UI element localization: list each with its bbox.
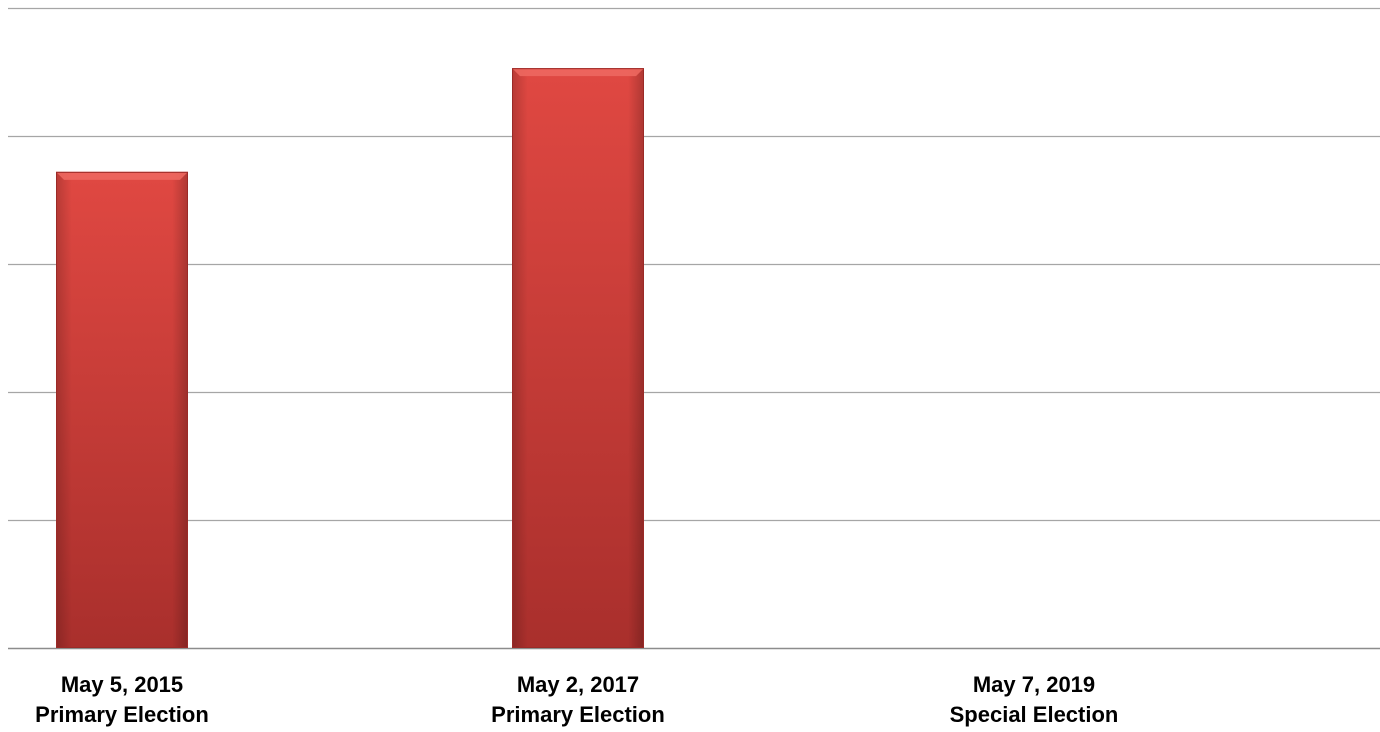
category-label-2: May 7, 2019 Special Election: [884, 670, 1184, 730]
category-date-2: May 7, 2019: [972, 672, 1096, 697]
bar-outline-0: [56, 171, 188, 648]
category-date-1: May 2, 2017: [516, 672, 640, 697]
category-election-1: Primary Election: [491, 702, 665, 727]
chart-plot-area: [8, 7, 1380, 650]
bar-1: [512, 68, 644, 649]
category-election-2: Special Election: [949, 702, 1119, 727]
bar-outline-1: [512, 68, 644, 649]
bar-shade-1: [512, 68, 644, 648]
bar-cap-0: [56, 171, 188, 180]
category-election-0: Primary Election: [35, 702, 209, 727]
bar-shade-0: [56, 171, 188, 648]
category-label-1: May 2, 2017 Primary Election: [428, 670, 728, 730]
bar-cap-1: [512, 68, 644, 77]
category-label-0: May 5, 2015 Primary Election: [0, 670, 272, 730]
bar-0: [56, 171, 188, 648]
category-date-0: May 5, 2015: [60, 672, 184, 697]
